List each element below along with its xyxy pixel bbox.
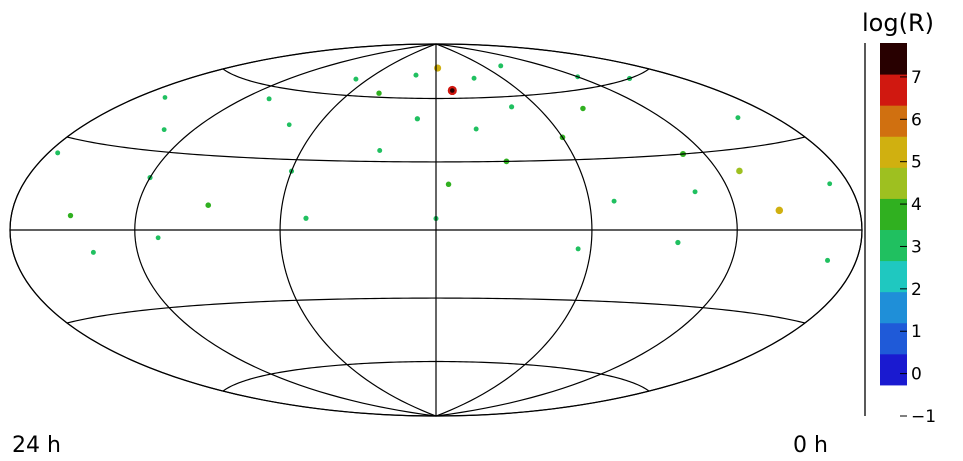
- hotspot-20: [67, 212, 74, 219]
- hotspot-core-0: [450, 88, 455, 93]
- colorbar-tick-label: 4: [911, 195, 922, 215]
- colorbar-segment: [880, 136, 907, 168]
- colorbar-segment: [880, 167, 907, 199]
- parallel-line: [222, 360, 650, 392]
- hotspot-19: [161, 127, 167, 133]
- parallel-line: [66, 297, 806, 324]
- hotspot-32: [303, 215, 309, 221]
- hotspot-11: [414, 116, 421, 122]
- colorbar-title: log(R): [862, 9, 934, 37]
- colorbar-segment: [880, 74, 907, 106]
- hotspot-5: [580, 105, 586, 112]
- colorbar-segment: [880, 105, 907, 137]
- hotspot-2: [775, 206, 784, 215]
- colorbar-segment: [880, 260, 907, 293]
- hotspot-34: [825, 257, 831, 263]
- colorbar-tick-label: 7: [911, 68, 922, 88]
- hotspot-28: [413, 72, 419, 78]
- colorbar-tick-label: 5: [911, 153, 922, 173]
- hotspot-1: [434, 64, 442, 72]
- hotspot-26: [611, 198, 617, 204]
- hotspot-12: [377, 148, 383, 153]
- hotspot-37: [575, 246, 581, 252]
- colorbar-tick-label: 1: [911, 322, 922, 342]
- hotspot-17: [266, 96, 272, 102]
- colorbar-segment: [880, 229, 907, 262]
- parallel-line: [66, 136, 806, 163]
- hotspot-33: [90, 249, 96, 255]
- ra-right-label: 0 h: [793, 433, 828, 458]
- colorbar-segment: [880, 43, 907, 75]
- colorbar-tick-label: 0: [911, 365, 922, 385]
- colorbar-tick-label: 6: [911, 110, 922, 130]
- hotspot-25: [675, 239, 681, 246]
- hotspot-21: [162, 95, 168, 100]
- hotspot-29: [353, 76, 359, 82]
- hotspot-38: [55, 150, 61, 156]
- colorbar: 7 6 5 4 3 2 1 0 −1: [864, 43, 936, 427]
- colorbar-segment: [880, 322, 907, 355]
- hotspot-7: [509, 104, 515, 110]
- parallel-line: [222, 68, 650, 100]
- colorbar-tick-label: 2: [911, 280, 922, 300]
- colorbar-segment: [880, 384, 907, 417]
- map-border: [9, 43, 863, 417]
- hotspot-24: [827, 181, 833, 187]
- sky-map: [9, 43, 863, 417]
- hotspot-3: [736, 167, 743, 175]
- hotspot-31: [498, 63, 504, 69]
- colorbar-segment: [880, 353, 907, 386]
- colorbar-tick-label: 3: [911, 237, 922, 257]
- hotspot-10: [445, 181, 452, 188]
- hotspot-39: [692, 189, 698, 195]
- hotspot-9: [473, 126, 479, 132]
- hotspot-16: [205, 202, 212, 209]
- hotspot-22: [735, 115, 741, 121]
- hotspots: [55, 63, 833, 263]
- hotspot-35: [155, 235, 161, 241]
- ra-left-label: 24 h: [12, 433, 61, 458]
- colorbar-tick-label: −1: [911, 407, 936, 427]
- hotspot-15: [286, 122, 292, 128]
- colorbar-segment: [880, 198, 907, 230]
- hotspot-13: [376, 90, 382, 96]
- hotspot-27: [471, 75, 477, 81]
- graticule: [9, 43, 863, 417]
- colorbar-segment: [880, 291, 907, 324]
